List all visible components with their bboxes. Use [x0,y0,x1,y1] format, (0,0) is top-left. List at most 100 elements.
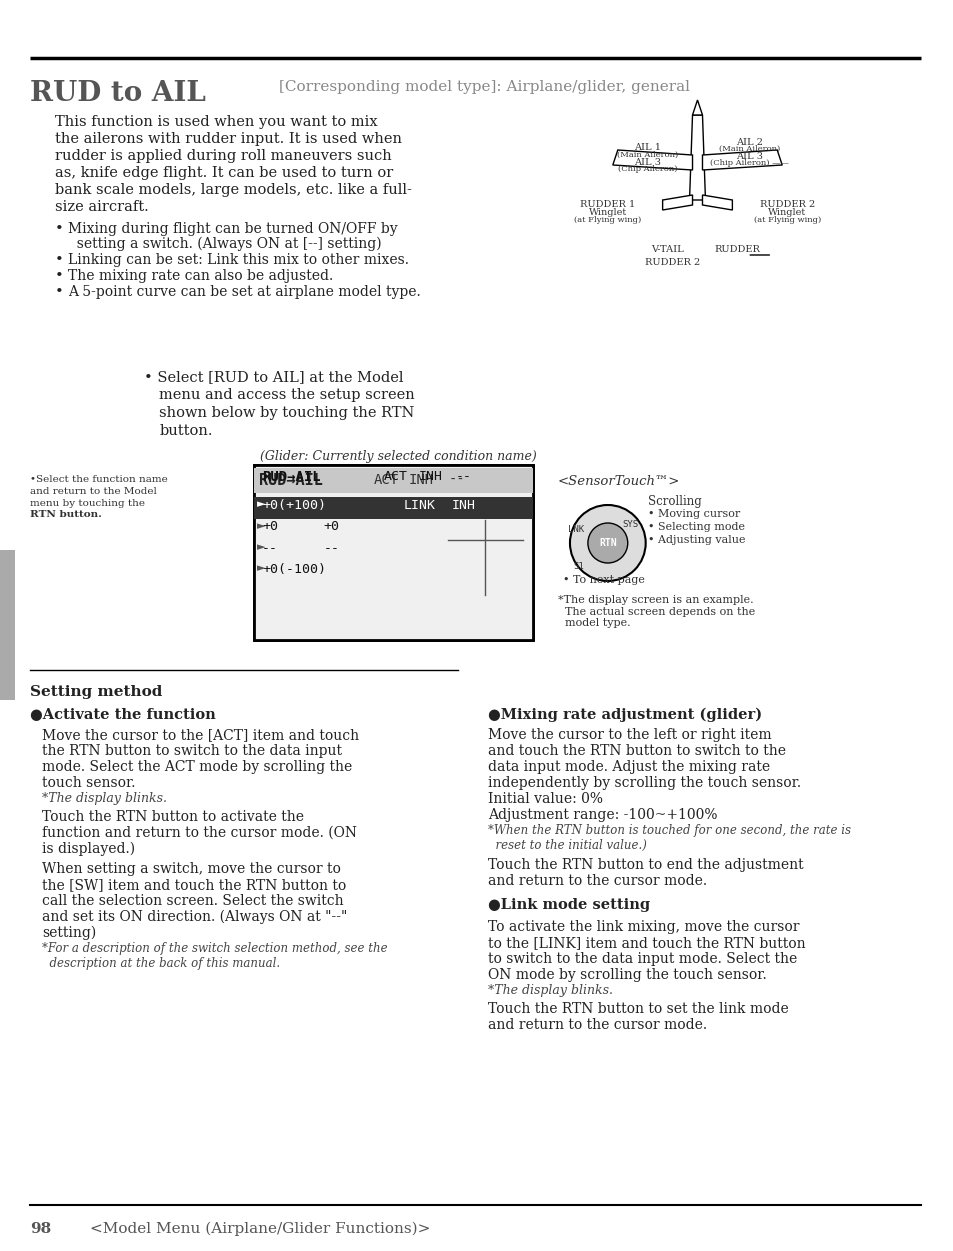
Text: +0: +0 [323,520,339,533]
FancyBboxPatch shape [253,465,533,641]
Text: • Selecting mode: • Selecting mode [647,522,744,532]
Text: •: • [54,269,64,283]
Text: INH: INH [451,499,475,512]
Text: RUDDER 1: RUDDER 1 [579,200,635,209]
Text: menu by touching the: menu by touching the [30,499,145,508]
Polygon shape [701,195,732,210]
Text: and return to the Model: and return to the Model [30,487,156,495]
Text: touch sensor.: touch sensor. [42,776,135,789]
Text: (at Flying wing): (at Flying wing) [753,216,820,224]
Polygon shape [612,150,692,170]
Text: --: -- [262,542,277,555]
Text: The mixing rate can also be adjusted.: The mixing rate can also be adjusted. [68,269,333,283]
Text: is displayed.): is displayed.) [42,842,134,857]
Text: *The display screen is an example.
  The actual screen depends on the
  model ty: *The display screen is an example. The a… [558,595,755,628]
Text: AIL 3: AIL 3 [735,153,762,161]
Text: and return to the cursor mode.: and return to the cursor mode. [488,874,706,888]
Text: <SensorTouch™>: <SensorTouch™> [558,475,679,488]
Text: ACT: ACT [374,473,398,487]
Text: Setting method: Setting method [30,686,162,699]
Text: (Main Aileron): (Main Aileron) [718,145,780,153]
Text: Mixing during flight can be turned ON/OFF by: Mixing during flight can be turned ON/OF… [68,221,397,236]
Text: When setting a switch, move the cursor to: When setting a switch, move the cursor t… [42,862,340,876]
Text: (Main Aileron): (Main Aileron) [617,151,678,159]
Text: •: • [54,285,64,299]
Text: LNK: LNK [567,525,583,534]
Text: •: • [54,253,64,266]
Text: (Chip Aileron) ——: (Chip Aileron) —— [709,159,788,166]
Text: Touch the RTN button to end the adjustment: Touch the RTN button to end the adjustme… [488,858,803,872]
Text: bank scale models, large models, etc. like a full-: bank scale models, large models, etc. li… [54,183,412,196]
Text: Touch the RTN button to activate the: Touch the RTN button to activate the [42,809,304,824]
Text: AIL 2: AIL 2 [735,138,762,148]
Circle shape [587,523,627,563]
Text: Move the cursor to the left or right item: Move the cursor to the left or right ite… [488,728,771,742]
Text: Winglet: Winglet [767,208,805,216]
Text: mode. Select the ACT mode by scrolling the: mode. Select the ACT mode by scrolling t… [42,761,352,774]
Text: --: -- [455,470,471,483]
Text: S1: S1 [573,562,583,570]
Text: *The display blinks.: *The display blinks. [42,792,167,804]
Text: *The display blinks.: *The display blinks. [488,985,613,997]
Text: *For a description of the switch selection method, see the
  description at the : *For a description of the switch selecti… [42,942,387,970]
Text: and set its ON direction. (Always ON at "--": and set its ON direction. (Always ON at … [42,909,347,924]
Text: the RTN button to switch to the data input: the RTN button to switch to the data inp… [42,744,341,758]
Polygon shape [689,115,704,200]
Text: ACT: ACT [383,470,407,483]
Text: size aircraft.: size aircraft. [54,200,149,214]
Text: ►: ► [256,563,265,573]
Text: RUD to AIL: RUD to AIL [30,80,206,108]
Text: V-TAIL: V-TAIL [651,245,683,254]
Text: +0: +0 [262,520,277,533]
Text: RTN: RTN [598,538,616,548]
Text: AIL 3: AIL 3 [634,158,660,166]
Text: rudder is applied during roll maneuvers such: rudder is applied during roll maneuvers … [54,149,391,163]
Text: to switch to the data input mode. Select the: to switch to the data input mode. Select… [488,952,797,966]
Text: Scrolling: Scrolling [647,495,700,508]
Text: This function is used when you want to mix: This function is used when you want to m… [54,115,377,129]
Text: • Moving cursor: • Moving cursor [647,509,740,519]
Text: •Select the function name: •Select the function name [30,475,168,484]
Text: A 5-point curve can be set at airplane model type.: A 5-point curve can be set at airplane m… [68,285,420,299]
Text: Winglet: Winglet [588,208,626,216]
Text: [Corresponding model type]: Airplane/glider, general: [Corresponding model type]: Airplane/gli… [278,80,689,94]
Bar [0,550,15,701]
Text: (Glider: Currently selected condition name): (Glider: Currently selected condition na… [260,450,537,463]
Text: RUDDER 2: RUDDER 2 [644,258,700,266]
Bar [253,497,533,519]
Bar [253,467,533,495]
Text: RTN button.: RTN button. [30,510,102,519]
Text: RUD→AIL: RUD→AIL [262,470,320,484]
Text: function and return to the cursor mode. (ON: function and return to the cursor mode. … [42,826,356,839]
Text: +0(-100): +0(-100) [262,563,326,575]
Text: <Model Menu (Airplane/Glider Functions)>: <Model Menu (Airplane/Glider Functions)> [90,1222,430,1236]
Text: the ailerons with rudder input. It is used when: the ailerons with rudder input. It is us… [54,133,401,146]
Text: (at Flying wing): (at Flying wing) [574,216,640,224]
Text: SYS: SYS [622,520,639,529]
Text: ON mode by scrolling the touch sensor.: ON mode by scrolling the touch sensor. [488,968,766,982]
Text: as, knife edge flight. It can be used to turn or: as, knife edge flight. It can be used to… [54,166,393,180]
Text: LINK: LINK [403,499,436,512]
Text: and return to the cursor mode.: and return to the cursor mode. [488,1018,706,1032]
Text: Touch the RTN button to set the link mode: Touch the RTN button to set the link mod… [488,1002,788,1016]
Text: • Select [RUD to AIL] at the Model: • Select [RUD to AIL] at the Model [144,370,403,384]
Text: the [SW] item and touch the RTN button to: the [SW] item and touch the RTN button t… [42,878,346,892]
Text: AIL 1: AIL 1 [634,143,660,153]
Polygon shape [701,150,781,170]
Text: ●Link mode setting: ●Link mode setting [488,898,650,912]
Text: to the [LINK] item and touch the RTN button: to the [LINK] item and touch the RTN but… [488,936,805,950]
Circle shape [569,505,645,580]
Text: Adjustment range: -100~+100%: Adjustment range: -100~+100% [488,808,717,822]
Text: --: -- [323,542,339,555]
Bar [253,468,533,493]
Text: • To next page: • To next page [562,575,644,585]
Text: setting a switch. (Always ON at [--] setting): setting a switch. (Always ON at [--] set… [68,236,381,251]
Text: button.: button. [159,424,213,438]
Text: menu and access the setup screen: menu and access the setup screen [159,388,415,402]
Text: RUD→AIL: RUD→AIL [259,473,323,488]
Text: RUDDER: RUDDER [714,245,760,254]
Text: • Adjusting value: • Adjusting value [647,535,744,545]
Text: •: • [54,221,64,236]
Text: *When the RTN button is touched for one second, the rate is
  reset to the initi: *When the RTN button is touched for one … [488,824,850,852]
Text: Initial value: 0%: Initial value: 0% [488,792,602,806]
